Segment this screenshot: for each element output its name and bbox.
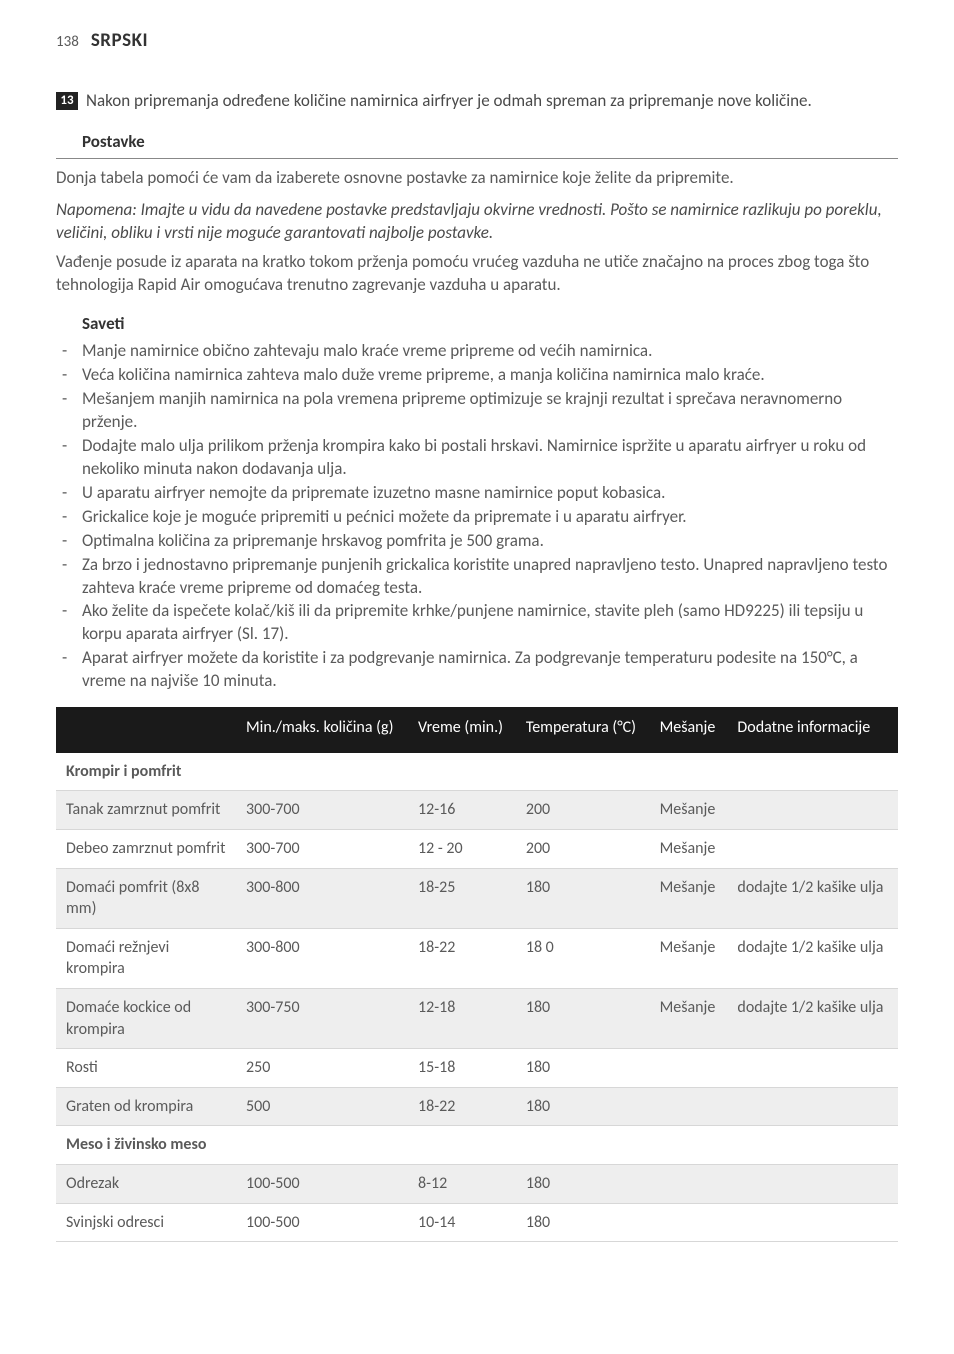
table-section-row: Meso i živinsko meso bbox=[56, 1126, 898, 1165]
table-row: Svinjski odresci100-50010-14180 bbox=[56, 1203, 898, 1242]
table-row: Debeo zamrznut pomfrit300-70012 - 20200M… bbox=[56, 829, 898, 868]
table-cell: 12-18 bbox=[408, 988, 516, 1048]
saveti-list: Manje namirnice obično zahtevaju malo kr… bbox=[56, 340, 898, 693]
table-cell bbox=[650, 1049, 728, 1088]
table-cell: 250 bbox=[236, 1049, 408, 1088]
table-cell: 300-800 bbox=[236, 868, 408, 928]
table-cell: 300-750 bbox=[236, 988, 408, 1048]
table-column-header: Min./maks. količina (g) bbox=[236, 707, 408, 753]
table-section-title: Meso i živinsko meso bbox=[56, 1126, 898, 1165]
table-cell: Domaći režnjevi krompira bbox=[56, 928, 236, 988]
table-column-header: Mešanje bbox=[650, 707, 728, 753]
table-cell: Mešanje bbox=[650, 791, 728, 830]
table-cell: Mešanje bbox=[650, 988, 728, 1048]
table-row: Rosti25015-18180 bbox=[56, 1049, 898, 1088]
table-cell: 100-500 bbox=[236, 1203, 408, 1242]
table-cell: 15-18 bbox=[408, 1049, 516, 1088]
page-header: 138 SRPSKI bbox=[56, 28, 898, 54]
postavke-note: Napomena: Imajte u vidu da navedene post… bbox=[56, 199, 898, 245]
table-cell bbox=[650, 1203, 728, 1242]
table-cell bbox=[727, 1049, 898, 1088]
table-cell: Rosti bbox=[56, 1049, 236, 1088]
table-cell: Svinjski odresci bbox=[56, 1203, 236, 1242]
table-header: Min./maks. količina (g)Vreme (min.)Tempe… bbox=[56, 707, 898, 753]
table-cell: 100-500 bbox=[236, 1164, 408, 1203]
step-number-badge: 13 bbox=[56, 92, 78, 110]
table-cell: Graten od krompira bbox=[56, 1087, 236, 1126]
table-cell: 12 - 20 bbox=[408, 829, 516, 868]
table-cell: 18 0 bbox=[516, 928, 650, 988]
table-body: Krompir i pomfritTanak zamrznut pomfrit3… bbox=[56, 753, 898, 1242]
table-cell: 500 bbox=[236, 1087, 408, 1126]
table-cell bbox=[727, 1203, 898, 1242]
table-cell: 200 bbox=[516, 829, 650, 868]
saveti-item: Grickalice koje je moguće pripremiti u p… bbox=[56, 506, 898, 529]
table-column-header: Dodatne informacije bbox=[727, 707, 898, 753]
saveti-item: Dodajte malo ulja prilikom prženja kromp… bbox=[56, 435, 898, 481]
table-row: Domaći pomfrit (8x8 mm)300-80018-25180Me… bbox=[56, 868, 898, 928]
table-cell bbox=[727, 829, 898, 868]
table-row: Odrezak100-5008-12180 bbox=[56, 1164, 898, 1203]
table-row: Graten od krompira50018-22180 bbox=[56, 1087, 898, 1126]
table-row: Domaći režnjevi krompira300-80018-2218 0… bbox=[56, 928, 898, 988]
step-text: Nakon pripremanja određene količine nami… bbox=[86, 90, 812, 113]
table-cell: 18-25 bbox=[408, 868, 516, 928]
table-section-title: Krompir i pomfrit bbox=[56, 753, 898, 791]
saveti-item: Optimalna količina za pripremanje hrskav… bbox=[56, 530, 898, 553]
table-cell: 8-12 bbox=[408, 1164, 516, 1203]
table-cell: 300-700 bbox=[236, 791, 408, 830]
table-cell bbox=[727, 791, 898, 830]
page-number: 138 bbox=[56, 32, 79, 52]
table-cell: 200 bbox=[516, 791, 650, 830]
page-language: SRPSKI bbox=[91, 28, 148, 54]
table-cell bbox=[650, 1164, 728, 1203]
table-cell: Mešanje bbox=[650, 928, 728, 988]
table-cell: 12-16 bbox=[408, 791, 516, 830]
table-column-header: Vreme (min.) bbox=[408, 707, 516, 753]
table-cell: 180 bbox=[516, 988, 650, 1048]
saveti-item: Aparat airfryer možete da koristite i za… bbox=[56, 647, 898, 693]
table-cell: dodajte 1/2 kašike ulja bbox=[727, 868, 898, 928]
table-cell: 180 bbox=[516, 868, 650, 928]
table-cell: 18-22 bbox=[408, 1087, 516, 1126]
settings-table: Min./maks. količina (g)Vreme (min.)Tempe… bbox=[56, 707, 898, 1242]
table-cell: 180 bbox=[516, 1164, 650, 1203]
saveti-item: U aparatu airfryer nemojte da pripremate… bbox=[56, 482, 898, 505]
table-cell: Debeo zamrznut pomfrit bbox=[56, 829, 236, 868]
section-heading-postavke: Postavke bbox=[56, 127, 898, 159]
table-row: Domaće kockice od krompira300-75012-1818… bbox=[56, 988, 898, 1048]
table-cell: dodajte 1/2 kašike ulja bbox=[727, 928, 898, 988]
table-cell: Mešanje bbox=[650, 868, 728, 928]
saveti-item: Mešanjem manjih namirnica na pola vremen… bbox=[56, 388, 898, 434]
table-cell: 10-14 bbox=[408, 1203, 516, 1242]
table-cell: 300-800 bbox=[236, 928, 408, 988]
section-heading-saveti: Saveti bbox=[56, 307, 898, 338]
saveti-item: Manje namirnice obično zahtevaju malo kr… bbox=[56, 340, 898, 363]
table-cell bbox=[650, 1087, 728, 1126]
saveti-item: Za brzo i jednostavno pripremanje punjen… bbox=[56, 554, 898, 600]
table-cell: 180 bbox=[516, 1203, 650, 1242]
table-cell bbox=[727, 1087, 898, 1126]
table-section-row: Krompir i pomfrit bbox=[56, 753, 898, 791]
step-line: 13 Nakon pripremanja određene količine n… bbox=[56, 90, 898, 113]
table-cell: 300-700 bbox=[236, 829, 408, 868]
table-cell bbox=[727, 1164, 898, 1203]
table-cell: Mešanje bbox=[650, 829, 728, 868]
table-cell: Domaći pomfrit (8x8 mm) bbox=[56, 868, 236, 928]
table-cell: Odrezak bbox=[56, 1164, 236, 1203]
table-cell: 180 bbox=[516, 1049, 650, 1088]
postavke-after-note: Vađenje posude iz aparata na kratko toko… bbox=[56, 251, 898, 297]
table-cell: Domaće kockice od krompira bbox=[56, 988, 236, 1048]
table-cell: dodajte 1/2 kašike ulja bbox=[727, 988, 898, 1048]
table-cell: Tanak zamrznut pomfrit bbox=[56, 791, 236, 830]
saveti-item: Veća količina namirnica zahteva malo duž… bbox=[56, 364, 898, 387]
table-column-header bbox=[56, 707, 236, 753]
table-column-header: Temperatura (°C) bbox=[516, 707, 650, 753]
saveti-item: Ako želite da ispečete kolač/kiš ili da … bbox=[56, 600, 898, 646]
table-cell: 18-22 bbox=[408, 928, 516, 988]
postavke-intro: Donja tabela pomoći će vam da izaberete … bbox=[56, 167, 898, 190]
table-row: Tanak zamrznut pomfrit300-70012-16200Meš… bbox=[56, 791, 898, 830]
table-cell: 180 bbox=[516, 1087, 650, 1126]
